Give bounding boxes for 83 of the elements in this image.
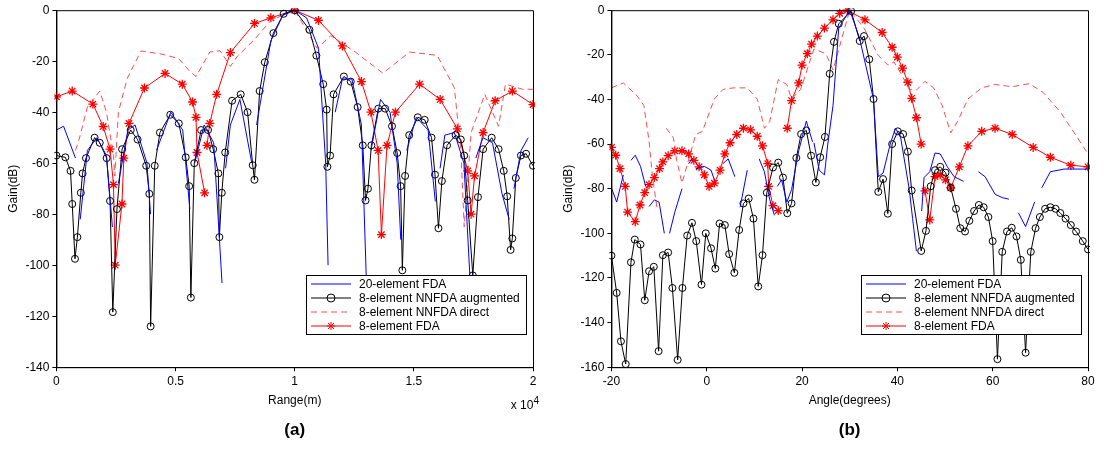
point bbox=[507, 85, 518, 97]
x-tick-label: 20 bbox=[795, 373, 810, 388]
point bbox=[123, 118, 135, 129]
legend-label: 8-element FDA bbox=[914, 318, 995, 334]
point bbox=[435, 94, 446, 105]
point bbox=[452, 123, 463, 134]
point bbox=[376, 229, 387, 240]
point bbox=[337, 40, 348, 52]
legend-label: 8-element NNFDA augmented bbox=[359, 290, 520, 306]
point bbox=[201, 140, 213, 151]
text: (b) bbox=[837, 420, 862, 440]
point bbox=[313, 15, 324, 26]
y-tick-label: -20 bbox=[587, 47, 605, 62]
x-tick-label: 2 bbox=[529, 373, 537, 388]
point bbox=[204, 118, 215, 129]
y-tick-label: -60 bbox=[587, 136, 605, 151]
point bbox=[187, 96, 198, 108]
point bbox=[365, 107, 377, 118]
y-tick-label: -120 bbox=[580, 270, 605, 285]
point bbox=[98, 121, 109, 132]
legend-label: 8-element FDA bbox=[359, 318, 440, 334]
x-tick-label: 0.5 bbox=[167, 373, 185, 388]
y-tick-label: -20 bbox=[32, 53, 50, 68]
point bbox=[108, 179, 119, 190]
point bbox=[199, 187, 210, 198]
x-tick-label: 80 bbox=[1081, 373, 1095, 388]
x-tick-label: 40 bbox=[890, 373, 905, 388]
y-axis-title: Gain(dB) bbox=[560, 164, 575, 213]
y-tick-label: -40 bbox=[587, 91, 605, 106]
point bbox=[225, 47, 236, 58]
text: x 10$^{4}$ bbox=[510, 395, 539, 413]
x-tick-label: 1 bbox=[291, 373, 299, 388]
y-tick-label: -160 bbox=[580, 359, 605, 374]
x-tick-label: 0 bbox=[703, 373, 711, 388]
point bbox=[104, 144, 116, 155]
point bbox=[477, 127, 489, 138]
y-tick-label: -140 bbox=[25, 359, 50, 374]
y-tick-label: -80 bbox=[32, 206, 50, 221]
point bbox=[139, 82, 150, 94]
x-tick-label: -20 bbox=[602, 373, 621, 388]
y-tick-label: -80 bbox=[587, 181, 605, 196]
point bbox=[191, 147, 203, 158]
point bbox=[110, 260, 121, 271]
line-series bbox=[74, 9, 534, 228]
point bbox=[372, 145, 384, 156]
y-tick-label: -100 bbox=[580, 225, 605, 240]
x-axis-title: Angle(degrees) bbox=[808, 393, 891, 408]
point bbox=[390, 107, 401, 118]
legend-label: 8-element NNFDA direct bbox=[359, 304, 490, 320]
x-tick-label: 1.5 bbox=[405, 373, 423, 388]
y-tick-label: -40 bbox=[32, 104, 50, 119]
point bbox=[249, 18, 260, 29]
point bbox=[87, 98, 99, 110]
point bbox=[465, 209, 477, 220]
point bbox=[190, 112, 202, 123]
point bbox=[489, 95, 501, 106]
point bbox=[265, 12, 277, 23]
legend-label: 20-element FDA bbox=[914, 276, 1002, 292]
point bbox=[116, 198, 128, 210]
x-axis-title: Range(m) bbox=[268, 393, 322, 408]
y-axis-title: Gain(dB) bbox=[5, 164, 20, 213]
y-tick-label: 0 bbox=[42, 2, 50, 17]
point bbox=[356, 76, 367, 87]
x-tick-label: 0 bbox=[53, 373, 61, 388]
legend-label: 8-element NNFDA direct bbox=[914, 304, 1045, 320]
point bbox=[159, 68, 171, 79]
y-tick-label: 0 bbox=[597, 2, 605, 17]
point bbox=[118, 152, 129, 164]
point bbox=[469, 170, 480, 182]
text: (a) bbox=[283, 420, 307, 440]
point bbox=[177, 79, 188, 90]
y-tick-label: -100 bbox=[25, 257, 50, 272]
y-tick-label: -60 bbox=[32, 155, 50, 170]
point bbox=[414, 79, 425, 90]
legend-label: 20-element FDA bbox=[359, 276, 447, 292]
x-tick-label: 60 bbox=[986, 373, 1000, 388]
point bbox=[462, 165, 473, 176]
y-tick-label: -120 bbox=[25, 308, 50, 323]
point bbox=[211, 89, 222, 100]
y-tick-label: -140 bbox=[580, 314, 605, 329]
point bbox=[381, 140, 393, 151]
point bbox=[67, 85, 78, 97]
legend-label: 8-element NNFDA augmented bbox=[914, 290, 1075, 306]
